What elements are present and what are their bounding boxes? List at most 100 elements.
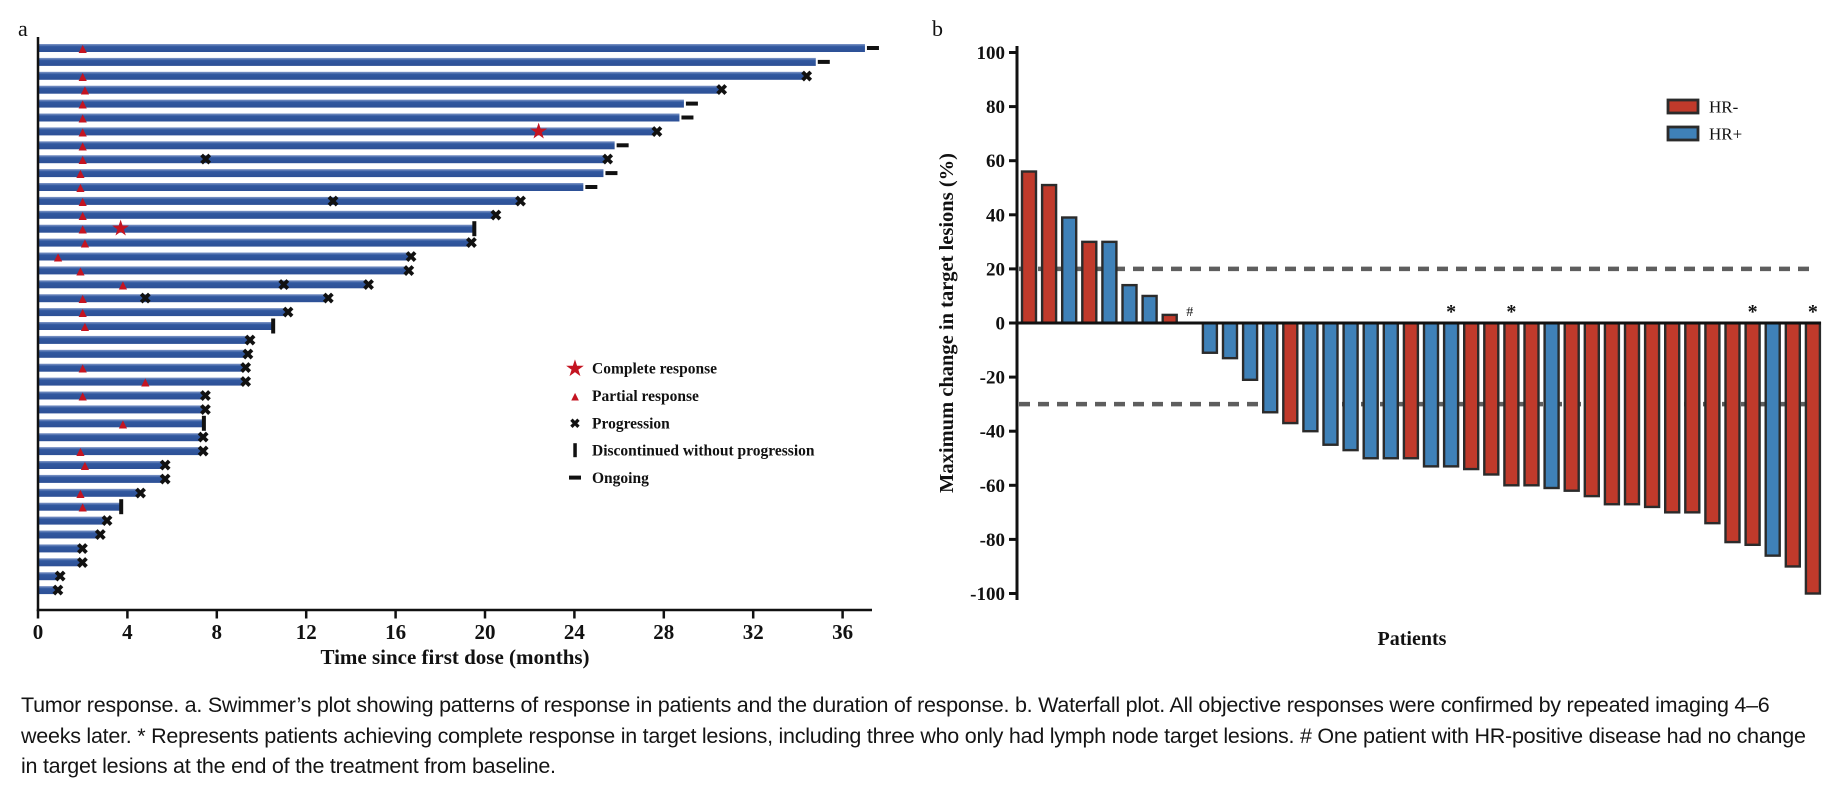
waterfall-bar (1402, 321, 1420, 460)
waterfall-bar (1060, 216, 1078, 325)
partial-response-marker: ▲ (76, 70, 90, 85)
partial-response-marker: ▲ (76, 362, 90, 377)
swimmer-bar (39, 224, 474, 233)
waterfall-bar (1302, 321, 1319, 433)
x-tick-label: 8 (212, 620, 223, 644)
figure-caption: Tumor response. a. Swimmer’s plot showin… (21, 693, 1806, 779)
waterfall-plot: # * * * * 100 80 60 40 20 0 -20 -40 -60 -80 -100 Maximum… (936, 43, 1822, 650)
discontinued-marker (119, 499, 124, 515)
swimmer-bar (39, 127, 655, 136)
progression-marker: ✖ (402, 264, 415, 280)
y-tick-label: 0 (996, 314, 1006, 335)
swimmer-bar (39, 57, 816, 66)
legend-label: HR+ (1709, 125, 1742, 144)
swimmer-bar (39, 294, 327, 303)
progression-marker: ✖ (715, 83, 728, 99)
swimmer-bar (39, 196, 519, 205)
waterfall-bar (1221, 321, 1239, 360)
progression-marker: ✖ (139, 292, 152, 308)
partial-response-marker: ▲ (51, 251, 65, 266)
partial-response-marker: ▲ (74, 445, 88, 460)
swimmer-bar (39, 238, 470, 247)
waterfall-bar (1241, 321, 1259, 382)
progression-marker: ✖ (282, 306, 295, 322)
legend-swatch (1666, 98, 1700, 115)
swimmer-bar (39, 71, 805, 80)
swimmer-bar (39, 544, 81, 553)
x-tick-label: 12 (296, 620, 317, 644)
complete-response-marker: ★ (112, 219, 129, 240)
waterfall-bar (1543, 321, 1560, 490)
partial-response-marker: ▲ (76, 195, 90, 210)
waterfall-bar (1744, 321, 1761, 547)
progression-marker: ✖ (197, 445, 210, 461)
x-tick-label: 32 (743, 620, 764, 644)
legend-label: Discontinued without progression (592, 443, 815, 460)
waterfall-bar (1784, 321, 1801, 568)
partial-response-marker: ▲ (76, 390, 90, 405)
swimmer-bar (39, 586, 56, 595)
panel-a-label: a (18, 16, 28, 41)
partial-response-marker: ▲ (76, 98, 90, 113)
ongoing-marker (605, 171, 618, 176)
swimmer-bar (39, 363, 244, 372)
y-axis-title: Maximum change in target lesions (%) (936, 153, 958, 493)
waterfall-bar (1262, 321, 1279, 414)
swimmer-bar (39, 572, 59, 581)
swimmer-bar (39, 349, 246, 358)
partial-response-marker: ▲ (76, 306, 90, 321)
x-axis-title: Time since first dose (months) (320, 645, 589, 669)
partial-response-marker: ▲ (116, 278, 130, 293)
swimmer-bar (39, 266, 407, 275)
swimmer-bar (39, 335, 249, 344)
swimmer-bar (39, 391, 204, 400)
complete-response-marker: ★ (530, 121, 547, 142)
progression-marker: ✖ (197, 431, 210, 447)
swimmer-bar (39, 488, 139, 497)
waterfall-bar (1603, 321, 1621, 506)
no-change-hash: # (1186, 305, 1193, 320)
progression-marker: ✖ (327, 194, 340, 210)
progression-marker: ✖ (76, 542, 89, 558)
x-axis-title: Patients (1378, 628, 1447, 650)
progression-marker: ✖ (242, 347, 255, 363)
swimmer-bar (39, 322, 273, 330)
waterfall-bar (1362, 321, 1379, 460)
progression-marker: ✖ (54, 570, 67, 586)
progression-marker: ✖ (94, 528, 107, 544)
partial-response-marker: ▲ (78, 84, 92, 99)
progression-marker: ✖ (601, 153, 614, 169)
swimmer-bar (39, 169, 604, 178)
partial-response-marker: ▲ (78, 237, 92, 252)
waterfall-bar (1463, 321, 1480, 471)
progression-marker: ✖ (159, 459, 172, 475)
y-tick-label: 20 (986, 259, 1005, 280)
swimmer-bar (39, 308, 287, 317)
x-tick-label: 28 (653, 620, 674, 644)
y-tick-label: 80 (986, 97, 1005, 118)
discontinued-marker (201, 415, 206, 431)
partial-response-marker: ▲ (76, 292, 90, 307)
complete-response-asterisk: * (1446, 301, 1456, 323)
discontinued-marker (472, 221, 477, 237)
y-tick-label: -100 (970, 584, 1005, 605)
waterfall-bar (1523, 321, 1540, 487)
y-tick-label: -40 (980, 422, 1005, 443)
swimmer-bar (39, 474, 164, 483)
swimmer-bar (39, 280, 367, 289)
progression-marker: ✖ (651, 125, 664, 141)
waterfall-bar (1141, 294, 1158, 325)
swimmer-plot: ▲▲ ✖▲ ✖▲▲▲ ★ ✖▲✖▲ ✖▲▲✖▲ ✖▲ ✖▲ ★▲ ✖▲ ✖▲ ✖✖▲ ✖✖▲ ✖▲ ✖▲✖✖… (33, 37, 879, 669)
progression-marker: ✖ (362, 278, 375, 294)
progression-marker: ✖ (239, 361, 252, 377)
waterfall-bar (1342, 321, 1359, 452)
waterfall-bar (1483, 321, 1500, 476)
partial-response-marker: ▲ (76, 112, 90, 127)
waterfall-bar (1020, 170, 1038, 325)
y-tick-label: -60 (980, 476, 1005, 497)
legend-label: Partial response (592, 388, 699, 405)
swimmer-bar (39, 141, 615, 150)
x-tick-label: 4 (122, 620, 133, 644)
swimmer-bar (39, 44, 865, 52)
